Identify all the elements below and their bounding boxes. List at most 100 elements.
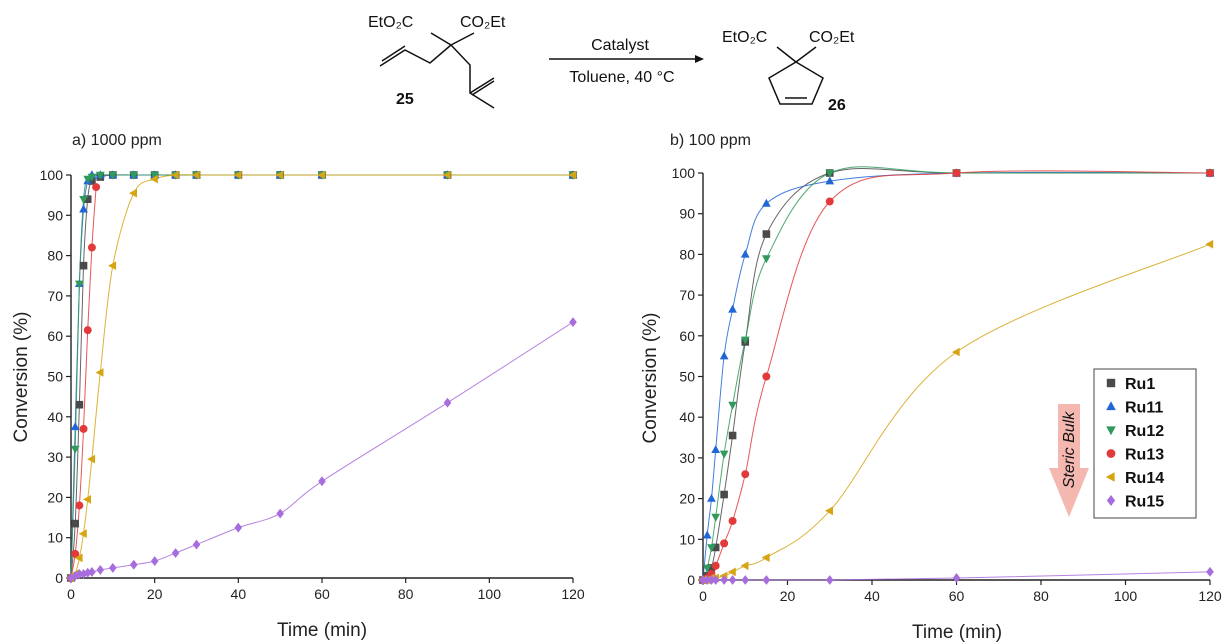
product-cyclopentene-ring <box>768 61 824 105</box>
reactant-label: 25 <box>396 91 414 108</box>
reactant-allyl-chain <box>450 44 495 109</box>
y-tick-label: 50 <box>47 369 63 385</box>
data-point <box>149 174 158 184</box>
x-tick-label: 40 <box>231 586 247 602</box>
data-point <box>825 197 834 206</box>
data-point <box>707 575 716 585</box>
data-point <box>88 567 96 577</box>
data-point <box>192 539 201 550</box>
reactant-structure: EtO₂C CO₂Et 25 <box>368 14 506 109</box>
data-point <box>78 529 87 538</box>
data-point <box>95 368 104 377</box>
data-point <box>318 476 326 487</box>
x-tick-label: 120 <box>561 586 585 602</box>
y-tick-label: 70 <box>679 287 695 303</box>
data-point <box>442 170 451 180</box>
y-tick-label: 100 <box>40 167 64 183</box>
data-point <box>699 575 707 585</box>
data-point <box>79 261 88 270</box>
legend: Ru1 Ru11 Ru12 Ru13 Ru14 Ru15 <box>1093 368 1197 519</box>
y-tick-label: 70 <box>47 288 63 304</box>
y-tick-label: 40 <box>679 409 695 425</box>
data-point <box>728 304 737 313</box>
reactant-left-group: EtO₂C <box>368 14 413 31</box>
data-point <box>727 567 736 577</box>
chart-panel-a: a) 1000 ppm Conversion (%) Time (min) 0 1… <box>11 132 585 641</box>
fit-line-ru1 <box>70 174 573 579</box>
x-tick-label: 20 <box>147 586 163 602</box>
data-point <box>741 470 750 479</box>
legend-marker-ru12 <box>1106 426 1116 436</box>
data-point <box>170 170 179 180</box>
data-point <box>79 424 88 433</box>
y-tick-label: 20 <box>47 489 63 505</box>
data-point <box>569 317 577 327</box>
data-point <box>87 173 97 182</box>
y-tick-label: 30 <box>679 450 695 466</box>
data-point <box>150 556 159 566</box>
data-point <box>83 326 92 335</box>
x-tick-label: 20 <box>780 588 796 604</box>
reactant-allyl-double-bond <box>471 80 495 96</box>
data-point <box>75 569 84 579</box>
data-point <box>762 230 771 238</box>
data-point <box>711 575 720 585</box>
data-point <box>762 372 771 381</box>
data-point <box>711 445 720 453</box>
reaction-scheme: EtO₂C CO₂Et 25 Catalyst Toluene, 40 °C E… <box>368 14 855 114</box>
data-point <box>96 565 105 575</box>
series-ru1 <box>67 171 577 582</box>
data-point <box>707 493 716 502</box>
series-ru14 <box>66 170 577 583</box>
reaction-arrow: Catalyst Toluene, 40 °C <box>549 37 704 86</box>
data-point <box>87 243 96 252</box>
reactant-bond-right-ester <box>450 32 475 46</box>
fit-line-ru15 <box>70 321 574 579</box>
data-point <box>83 195 92 203</box>
data-point <box>825 506 833 516</box>
y-tick-label: 60 <box>47 328 63 344</box>
x-tick-label: 120 <box>1198 588 1222 604</box>
data-point <box>109 563 117 573</box>
steric-bulk-arrow-shape <box>1049 404 1089 517</box>
arrow-bottom-text: Toluene, 40 °C <box>569 69 674 86</box>
data-point <box>702 530 712 539</box>
x-tick-label: 100 <box>1114 588 1138 604</box>
data-point <box>108 261 117 270</box>
product-left-group: EtO₂C <box>722 29 767 46</box>
panel-b-ylabel: Conversion (%) <box>640 313 661 444</box>
legend-label-ru14: Ru14 <box>1125 470 1164 487</box>
data-point <box>740 249 750 258</box>
series-ru11 <box>66 170 578 582</box>
data-point <box>1205 239 1214 249</box>
data-point <box>1206 566 1214 577</box>
data-point <box>92 183 101 192</box>
y-tick-label: 20 <box>679 491 695 507</box>
data-point <box>95 171 105 180</box>
legend-label-ru15: Ru15 <box>1125 494 1164 511</box>
legend-label-ru1: Ru1 <box>1125 376 1155 393</box>
x-tick-label: 0 <box>67 586 75 602</box>
fit-line-ru11 <box>70 174 573 579</box>
data-point <box>191 170 200 180</box>
data-point <box>1206 169 1214 177</box>
data-point <box>702 564 712 573</box>
data-point <box>317 170 326 180</box>
data-point <box>762 575 771 585</box>
x-tick-label: 80 <box>1033 588 1049 604</box>
data-point <box>762 198 771 207</box>
data-point <box>87 454 96 464</box>
data-point <box>707 544 716 553</box>
data-point <box>150 171 159 180</box>
legend-box <box>1093 368 1197 519</box>
y-tick-label: 0 <box>687 572 695 588</box>
data-point <box>129 559 138 570</box>
data-point <box>83 567 92 578</box>
data-point <box>741 575 749 585</box>
panel-a-xlabel: Time (min) <box>277 620 367 641</box>
data-point <box>703 575 711 585</box>
data-point <box>720 575 728 585</box>
data-point <box>79 196 88 204</box>
x-tick-label: 60 <box>314 586 330 602</box>
